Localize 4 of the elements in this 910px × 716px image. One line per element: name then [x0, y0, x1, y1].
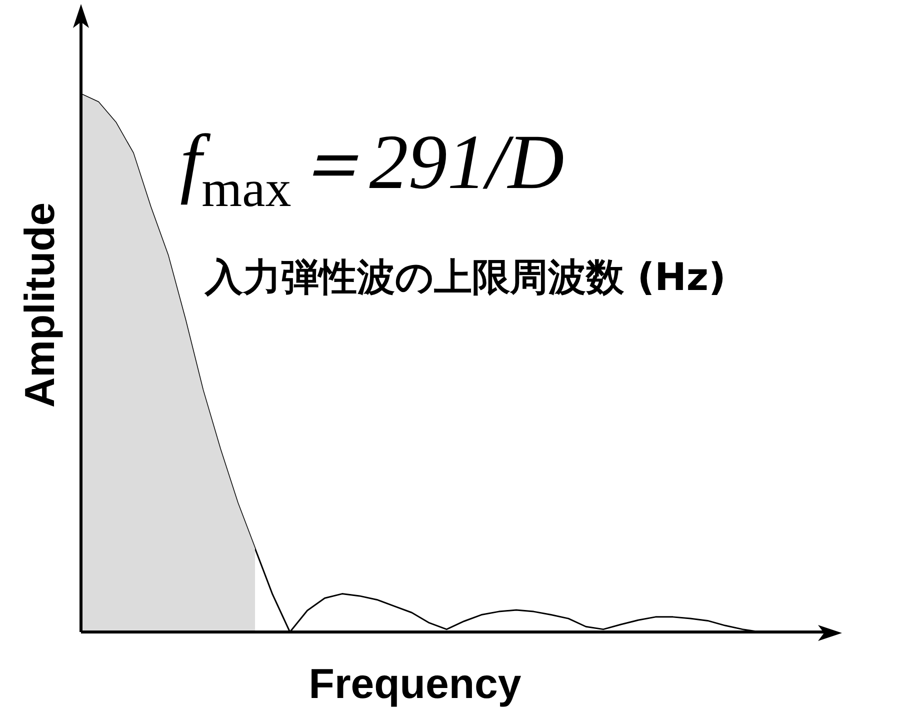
annotation: f$_{max}$＝291/D	[180, 117, 564, 219]
annotation: 入力弾性波の上限周波数 (Hz)	[205, 254, 726, 301]
x-axis-title: Frequency	[308, 660, 522, 708]
y-axis-title: Amplitude	[16, 202, 64, 408]
